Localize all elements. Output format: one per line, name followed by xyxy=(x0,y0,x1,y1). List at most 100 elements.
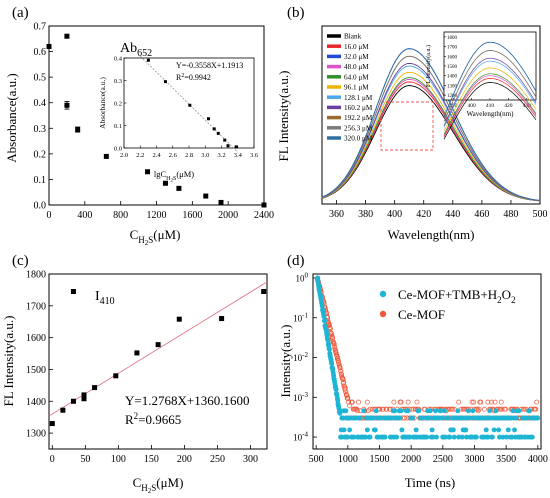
inset-y-tick-label: 1700 xyxy=(447,46,458,51)
data-point xyxy=(81,392,87,398)
x-tick-label: 150 xyxy=(144,454,159,465)
panel-d-label: (d) xyxy=(287,253,305,269)
x-tick-label: 0 xyxy=(47,210,52,221)
y-tick-label: 0.6 xyxy=(34,47,47,58)
x-tick-label: 500 xyxy=(533,209,548,220)
x-tick-label: 250 xyxy=(210,454,225,465)
data-point xyxy=(145,169,151,175)
data-point xyxy=(134,350,140,356)
ce-mof-tmb-point xyxy=(394,434,400,440)
panel-c-annotation: I410 xyxy=(95,289,115,307)
ce-mof-tmb-point xyxy=(434,434,439,440)
ce-mof-tmb-point xyxy=(445,415,451,421)
ce-mof-tmb-point xyxy=(442,408,447,414)
legend-label-ce-mof-tmb: Ce-MOF+TMB+H2O2 xyxy=(398,287,516,305)
ce-mof-tmb-point xyxy=(361,408,367,414)
ce-mof-point xyxy=(329,334,335,340)
panel-a-inset: 2.0 2.2 2.4 2.6 2.8 3.0 3.2 3.4 3.6 0.0 0.1 0.2 0.3… xyxy=(98,55,259,183)
ce-mof-point xyxy=(349,399,355,405)
panel-a-x-ticks: 0 400 800 1200 1600 2000 2400 xyxy=(47,201,274,221)
ce-mof-tmb-point xyxy=(450,427,456,433)
ce-mof-point xyxy=(450,406,455,412)
ce-mof-tmb-point xyxy=(433,408,439,414)
panel-c: (c) 0 50 100 150 200 250 300 13001400150016001… xyxy=(1,253,268,495)
x-tick-label: 360 xyxy=(329,209,344,220)
y-tick-label: 0.3 xyxy=(34,124,47,135)
inset-x-tick-label: 3.6 xyxy=(250,152,259,159)
legend-label-ce-mof: Ce-MOF xyxy=(398,307,445,322)
ce-mof-tmb-point xyxy=(397,415,403,421)
inset-x-tick-label: 420 xyxy=(504,103,513,109)
y-tick-label: 1300 xyxy=(26,429,46,440)
data-point xyxy=(92,385,98,391)
ce-mof-point xyxy=(342,385,348,391)
y-tick-label: 10-3 xyxy=(293,391,308,403)
legend-label: Blank xyxy=(344,33,362,41)
x-tick-label: 1500 xyxy=(370,454,390,465)
legend-label: 256.3 μM xyxy=(344,124,373,132)
data-point xyxy=(176,185,182,191)
panel-a-annotation: Ab652 xyxy=(120,41,152,59)
panel-b-curves xyxy=(321,48,541,202)
ce-mof-tmb-point xyxy=(527,408,533,414)
ce-mof-tmb-point xyxy=(327,346,332,352)
panel-a-points xyxy=(46,33,267,208)
ce-mof-tmb-point xyxy=(465,408,471,414)
y-tick-label: 100 xyxy=(296,271,309,283)
y-tick-label: 1500 xyxy=(26,365,46,376)
x-tick-label: 3000 xyxy=(465,454,485,465)
y-tick-label: 0.2 xyxy=(34,149,47,160)
ce-mof-point xyxy=(492,399,498,405)
inset-spectrum-curve xyxy=(443,67,537,132)
inset-y-tick-label: 1600 xyxy=(447,55,458,60)
ce-mof-tmb-point xyxy=(489,434,495,440)
legend-label: 32.0 μM xyxy=(344,53,369,61)
ce-mof-point xyxy=(485,399,491,405)
y-tick-label: 0.5 xyxy=(34,73,47,84)
x-tick-label: 480 xyxy=(503,209,518,220)
ce-mof-tmb-point xyxy=(357,415,363,421)
ce-mof-tmb-point xyxy=(341,427,347,433)
panel-b-inset: 390 400 410 420 430 120013001400150016001700… xyxy=(425,31,537,140)
y-tick-label: 1600 xyxy=(26,333,46,344)
ce-mof-point xyxy=(335,358,341,364)
x-tick-label: 440 xyxy=(445,209,460,220)
data-point xyxy=(46,43,52,49)
legend-label: 160.2 μM xyxy=(344,104,373,112)
panel-a-inset-y-label: Absorbance(a.u.) xyxy=(98,77,107,129)
y-tick-label: 0.0 xyxy=(34,201,47,212)
ce-mof-point xyxy=(471,399,477,405)
inset-data-point xyxy=(163,80,167,84)
y-tick-label: 10-4 xyxy=(293,431,308,443)
data-point xyxy=(64,33,70,39)
inset-y-tick-label: 1500 xyxy=(447,65,458,70)
ce-mof-tmb-point xyxy=(473,434,479,440)
ce-mof-point xyxy=(521,406,527,412)
legend-label: 320.0 μM xyxy=(344,135,373,143)
x-tick-label: 2000 xyxy=(218,210,238,221)
ce-mof-tmb-point xyxy=(535,415,541,421)
ce-mof-tmb-point xyxy=(427,408,433,414)
inset-data-point xyxy=(146,58,150,62)
inset-x-tick-label: 2.0 xyxy=(120,152,128,159)
ce-mof-point xyxy=(338,368,344,374)
inset-spectrum-curve xyxy=(443,78,537,138)
ce-mof-point xyxy=(456,399,462,405)
ce-mof-point xyxy=(340,377,346,383)
panel-b-inset-x-label: Wavelength(nm) xyxy=(467,110,515,118)
ce-mof-tmb-point xyxy=(371,415,376,421)
panel-c-x-axis-label: CH2S(μM) xyxy=(133,475,184,495)
inset-spectrum-curve xyxy=(443,75,537,136)
ce-mof-point xyxy=(356,399,361,405)
x-tick-label: 2000 xyxy=(401,454,421,465)
panel-c-frame xyxy=(48,273,268,450)
spectrum-curve xyxy=(321,55,541,202)
ce-mof-tmb-point xyxy=(333,387,339,393)
panel-a: (a) 0 400 800 1200 1600 2000 2400 0.0 0.1 0.2 0.3… xyxy=(4,5,274,247)
ce-mof-tmb-point xyxy=(413,427,419,433)
panel-c-points xyxy=(49,289,267,427)
x-tick-label: 1200 xyxy=(147,210,167,221)
ce-mof-tmb-point xyxy=(367,434,373,440)
y-tick-label: 0.7 xyxy=(34,22,47,33)
